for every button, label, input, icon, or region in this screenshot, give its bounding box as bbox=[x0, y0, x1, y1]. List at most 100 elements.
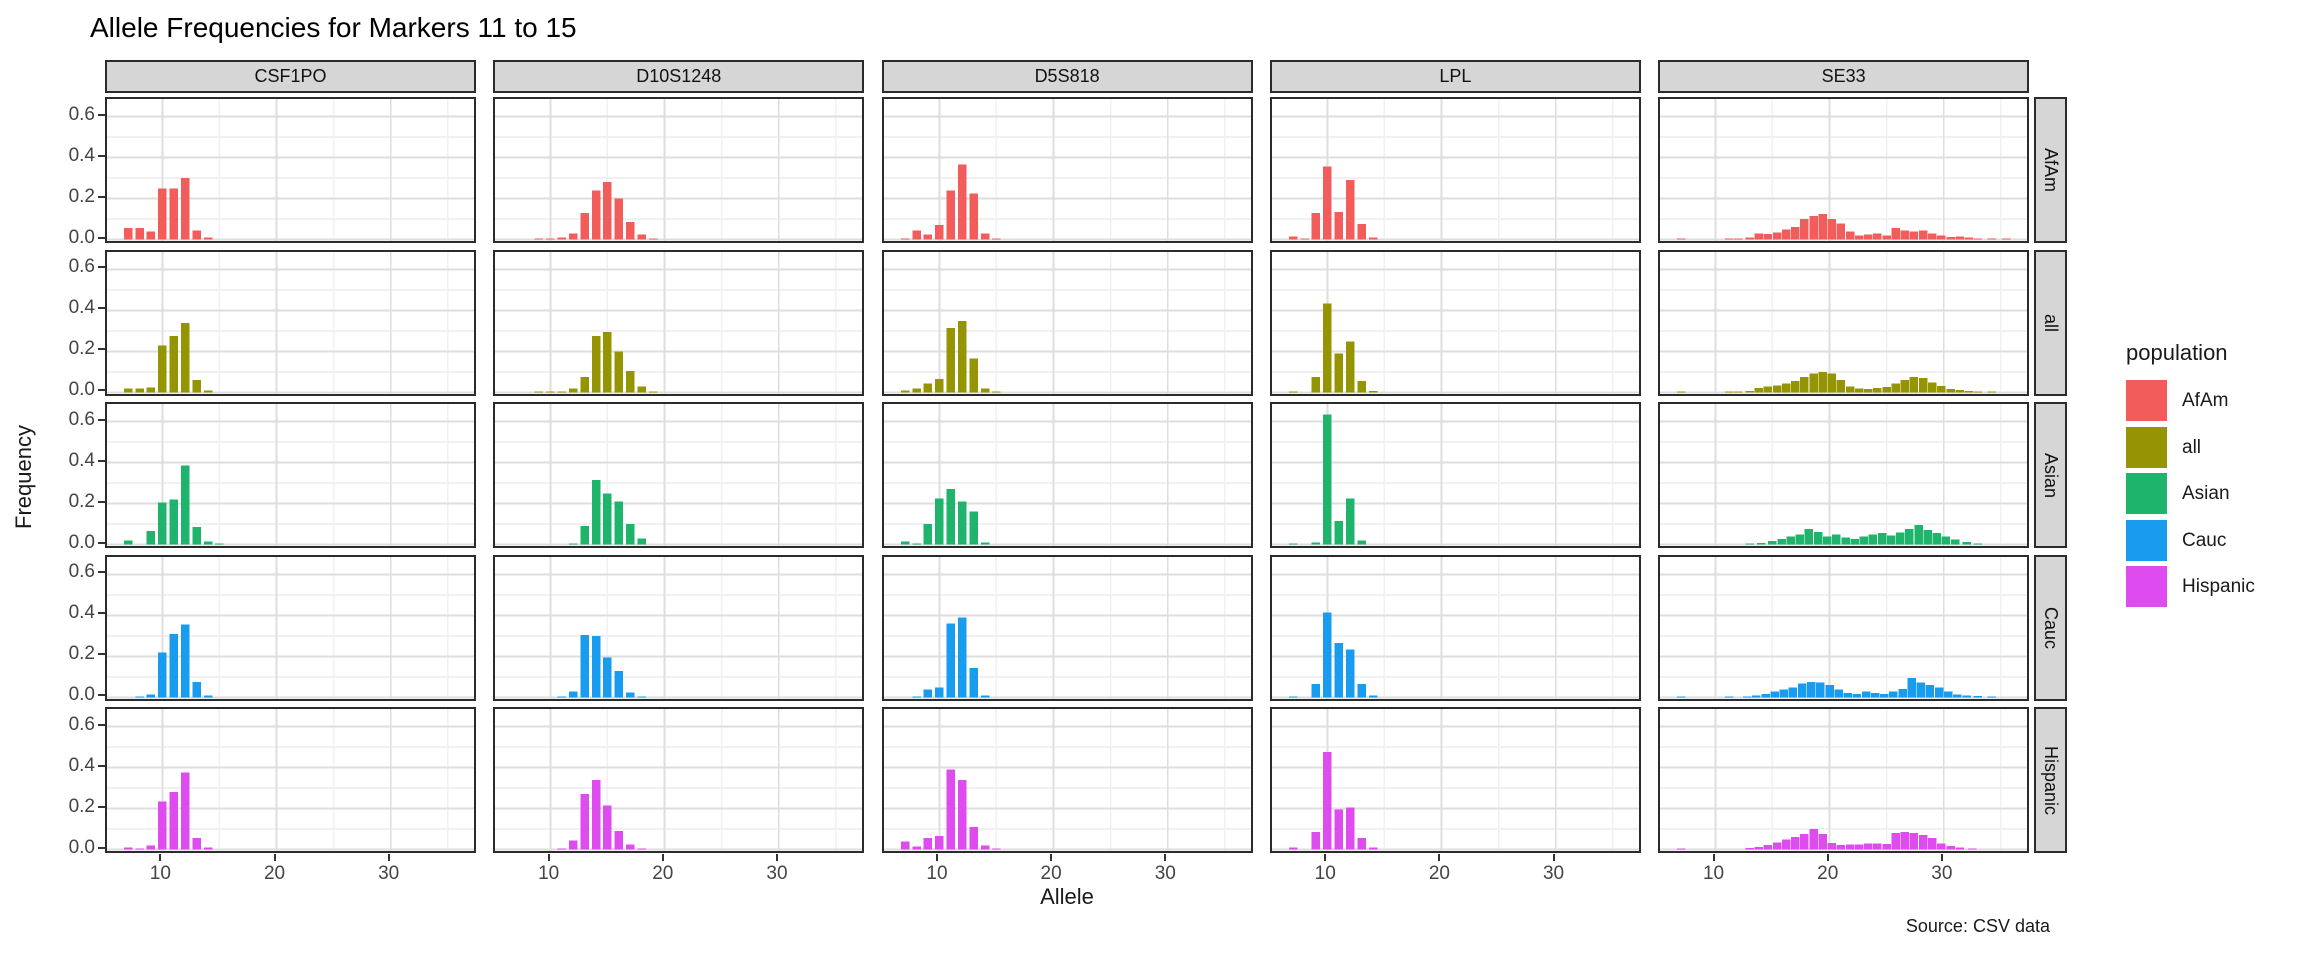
bar bbox=[637, 848, 647, 850]
bar bbox=[614, 831, 624, 850]
legend-swatch-cauc bbox=[2126, 519, 2167, 561]
bar bbox=[569, 543, 578, 545]
bar bbox=[1357, 683, 1366, 698]
x-tick-mark bbox=[1050, 854, 1053, 862]
facet-column-label: CSF1PO bbox=[254, 66, 327, 86]
bar bbox=[1323, 752, 1332, 850]
panel-d10s1248-cauc bbox=[493, 554, 865, 701]
bar bbox=[2002, 238, 2011, 240]
bar bbox=[626, 844, 635, 850]
y-tick-label: 0.0 bbox=[68, 684, 95, 706]
bar bbox=[569, 840, 578, 850]
bar bbox=[1809, 829, 1818, 850]
y-tick-label: 0.4 bbox=[68, 297, 95, 319]
panel-se33-hispanic bbox=[1658, 707, 2030, 854]
bar bbox=[923, 689, 932, 698]
bar bbox=[1889, 691, 1898, 698]
bar bbox=[1791, 837, 1800, 850]
bar bbox=[1345, 498, 1355, 545]
bar bbox=[1782, 382, 1791, 393]
bar bbox=[146, 845, 156, 850]
bar bbox=[1772, 384, 1782, 393]
bar bbox=[1864, 843, 1873, 850]
bar bbox=[546, 238, 555, 240]
bar bbox=[1334, 353, 1343, 393]
x-tick-label: 30 bbox=[1154, 863, 1176, 885]
bar bbox=[1868, 534, 1878, 545]
bar bbox=[991, 238, 1001, 240]
bar bbox=[180, 624, 190, 698]
x-tick-mark bbox=[1940, 854, 1943, 862]
facet-column-strip-d10s1248: D10S1248 bbox=[493, 60, 865, 93]
bar bbox=[1772, 842, 1782, 850]
bar bbox=[1368, 237, 1378, 240]
panel-d5s818-afam bbox=[881, 97, 1253, 243]
legend-swatch-hispanic bbox=[2126, 566, 2167, 607]
y-tick-label: 0.2 bbox=[68, 338, 95, 360]
facet-row-label: Hispanic bbox=[2041, 745, 2061, 815]
facet-column-label: SE33 bbox=[1821, 66, 1866, 86]
facet-row-label: AfAm bbox=[2041, 147, 2061, 192]
bar bbox=[1754, 233, 1764, 240]
x-tick-label: 30 bbox=[1542, 863, 1565, 885]
panel-plot-csf1po-hispanic bbox=[107, 709, 474, 852]
bar bbox=[1882, 844, 1892, 850]
bar bbox=[1745, 237, 1755, 240]
bar bbox=[1734, 238, 1743, 240]
bar bbox=[1896, 532, 1905, 545]
y-tick-mark bbox=[98, 694, 105, 697]
panel-plot-lpl-afam bbox=[1271, 99, 1639, 241]
bar bbox=[1823, 536, 1832, 545]
bar bbox=[1887, 535, 1896, 545]
x-tick-label: 20 bbox=[652, 863, 674, 885]
bar bbox=[637, 234, 647, 240]
bar bbox=[1909, 231, 1919, 240]
bar bbox=[1955, 389, 1965, 393]
bar bbox=[1752, 695, 1761, 698]
facet-column-strip-csf1po: CSF1PO bbox=[105, 60, 476, 93]
bar bbox=[1928, 381, 1937, 393]
x-tick-mark bbox=[547, 854, 550, 862]
bar bbox=[1334, 642, 1343, 698]
bar bbox=[1955, 847, 1965, 850]
bar bbox=[1357, 224, 1366, 240]
bar bbox=[1734, 390, 1743, 393]
bar bbox=[1846, 844, 1855, 850]
bar bbox=[968, 511, 978, 545]
bar bbox=[1334, 211, 1343, 240]
bar bbox=[900, 390, 909, 393]
bar bbox=[1855, 844, 1864, 850]
bar bbox=[637, 696, 647, 698]
bar bbox=[1859, 536, 1869, 545]
bar bbox=[1807, 681, 1816, 698]
x-tick-label: 20 bbox=[1428, 863, 1450, 885]
bar bbox=[169, 499, 179, 545]
bar bbox=[614, 351, 624, 393]
x-tick-mark bbox=[775, 854, 778, 862]
bar bbox=[957, 617, 967, 698]
bar bbox=[1882, 386, 1892, 393]
panel-plot-d10s1248-cauc bbox=[495, 556, 863, 699]
bar bbox=[911, 387, 921, 393]
y-tick-label: 0.4 bbox=[68, 602, 95, 624]
bar bbox=[614, 501, 624, 545]
bar bbox=[169, 792, 179, 850]
bar bbox=[1964, 237, 1974, 240]
bar bbox=[1916, 682, 1926, 698]
bar bbox=[1782, 840, 1791, 850]
panel-d10s1248-afam bbox=[493, 97, 865, 243]
x-tick-mark bbox=[1552, 854, 1555, 862]
bar bbox=[1782, 229, 1791, 240]
x-axis-title: Allele bbox=[1040, 884, 1094, 909]
bar bbox=[957, 164, 967, 240]
bar bbox=[900, 238, 909, 240]
panel-plot-lpl-asian bbox=[1271, 404, 1639, 547]
bar bbox=[1850, 538, 1860, 545]
bar bbox=[1311, 683, 1321, 698]
bar bbox=[1919, 230, 1928, 240]
bar bbox=[1836, 379, 1846, 393]
legend-label-asian: Asian bbox=[2182, 483, 2230, 504]
bar bbox=[1962, 542, 1971, 545]
facet-row-label: Asian bbox=[2041, 452, 2061, 498]
y-tick-label: 0.4 bbox=[68, 449, 95, 471]
